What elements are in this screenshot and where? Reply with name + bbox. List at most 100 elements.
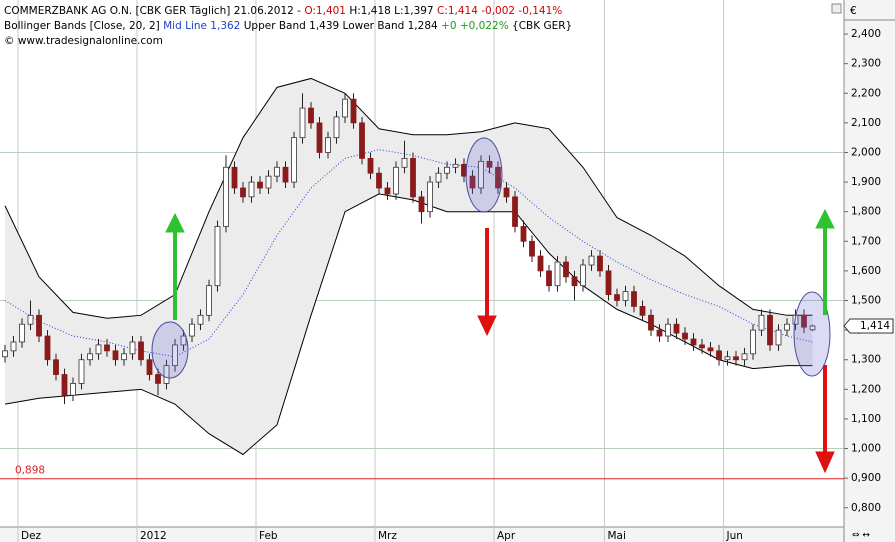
candle-body: [393, 166, 399, 195]
x-tick-label: Dez: [21, 530, 42, 542]
candle-body: [469, 175, 476, 189]
header-text: H:1,418 L:1,397: [346, 5, 437, 17]
candle-body: [639, 306, 646, 316]
candle-body: [631, 291, 637, 307]
header-text: Upper Band 1,439 Lower Band 1,284: [240, 20, 442, 32]
highlight-ellipse: [793, 291, 831, 377]
y-tick-label: 1,300: [851, 354, 881, 366]
candle-body: [36, 314, 42, 337]
candle-body: [214, 226, 221, 287]
scroll-icons[interactable]: ⇔ ↔: [852, 531, 870, 541]
candle-body: [257, 181, 263, 189]
candle-body: [291, 137, 297, 183]
header-text: Bollinger Bands [Close, 20, 2]: [4, 20, 164, 32]
candle-body: [197, 314, 204, 325]
candle-body: [367, 157, 374, 174]
candle-body: [384, 187, 391, 195]
candle-body: [673, 323, 680, 334]
candle-body: [282, 166, 289, 183]
candle-body: [682, 332, 688, 340]
candle-body: [622, 291, 629, 301]
candle-body: [707, 347, 714, 352]
candle-body: [452, 163, 459, 168]
candle-body: [665, 323, 671, 337]
x-axis-bg: [0, 527, 844, 542]
arrow-down: [477, 228, 497, 337]
candle-body: [274, 166, 280, 177]
candle-body: [78, 359, 85, 384]
candle-body: [53, 359, 59, 375]
candle-body: [333, 116, 340, 139]
candle-body: [529, 240, 535, 257]
y-tick-label: 2,200: [851, 87, 881, 99]
candle-body: [809, 325, 816, 331]
candle-body: [155, 374, 161, 384]
y-tick-label: 1,200: [851, 383, 881, 395]
y-tick-label: 1,800: [851, 206, 881, 218]
candle-body: [478, 160, 484, 189]
candle-body: [444, 166, 450, 174]
candle-body: [299, 107, 306, 139]
y-tick-label: 2,300: [851, 58, 881, 70]
candle-body: [435, 172, 442, 183]
candle-body: [61, 374, 68, 396]
y-tick-label: 0,900: [851, 472, 881, 484]
candle-body: [690, 338, 697, 346]
candle-body: [223, 166, 229, 227]
candle-body: [10, 341, 17, 352]
candle-body: [699, 344, 705, 349]
candle-body: [138, 341, 144, 361]
candle-body: [801, 314, 807, 328]
header-text: Mid Line 1,362: [163, 20, 241, 32]
candle-body: [2, 350, 8, 358]
y-unit: €: [850, 5, 857, 17]
candle-body: [724, 356, 731, 361]
candle-body: [189, 323, 195, 337]
candle-body: [775, 329, 782, 346]
y-tick-label: 1,100: [851, 413, 881, 425]
header-text: C:1,414 -0,002 -0,141%: [436, 5, 563, 17]
header-text: O:1,401: [304, 5, 346, 17]
header-text: +0 +0,022%: [441, 20, 509, 32]
candle-body: [486, 160, 493, 168]
candle-body: [112, 350, 119, 361]
candle-body: [231, 166, 238, 189]
candle-body: [614, 294, 620, 301]
candle-body: [418, 196, 425, 213]
candle-body: [129, 341, 136, 355]
y-tick-label: 2,100: [851, 117, 881, 129]
candle-body: [648, 314, 654, 331]
x-tick-label: Mai: [608, 530, 626, 542]
candle-body: [520, 226, 527, 242]
candle-body: [308, 107, 314, 124]
candle-body: [342, 98, 348, 118]
candle-body: [163, 365, 170, 384]
candle-body: [605, 270, 612, 295]
y-tick-label: 1,700: [851, 235, 881, 247]
candle-body: [350, 98, 357, 124]
candle-body: [325, 137, 331, 153]
highlight-ellipse: [151, 321, 189, 379]
x-tick-label: Apr: [497, 530, 516, 542]
header-text: © www.tradesignalonline.com: [4, 35, 163, 47]
close-button[interactable]: [831, 3, 842, 14]
y-tick-label: 2,000: [851, 146, 881, 158]
candle-body: [316, 122, 323, 153]
candle-body: [376, 172, 382, 189]
y-tick-label: 1,600: [851, 265, 881, 277]
candle-body: [427, 181, 433, 213]
band-upper: [4, 77, 813, 319]
candle-body: [104, 344, 110, 352]
candle-body: [580, 264, 586, 287]
candle-body: [87, 353, 93, 361]
reference-label: 0,898: [15, 465, 45, 477]
candle-body: [537, 255, 544, 272]
x-tick-label: Jun: [726, 530, 743, 542]
candle-body: [546, 270, 552, 287]
candle-body: [95, 344, 102, 355]
x-tick-label: Mrz: [378, 530, 397, 542]
candle-body: [27, 314, 34, 325]
y-tick-label: 1,500: [851, 295, 881, 307]
